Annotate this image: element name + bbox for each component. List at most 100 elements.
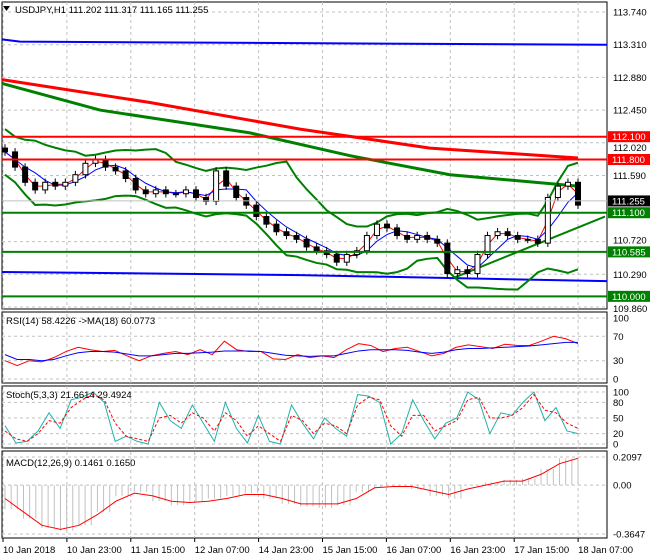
- candle-body: [434, 238, 441, 244]
- level-label: 110.000: [612, 292, 646, 303]
- level-label-bg: [608, 154, 650, 165]
- candle-body: [112, 166, 119, 172]
- y-tick-label: 112.020: [613, 143, 647, 154]
- y-tick-label: -0.3647: [613, 530, 645, 541]
- y-tick-label: 0: [613, 440, 618, 451]
- x-tick-label: 15 Jan 15:00: [323, 545, 378, 556]
- candle-body: [82, 162, 89, 176]
- x-tick-label: 16 Jan 07:00: [386, 545, 441, 556]
- y-tick-label: 100: [613, 314, 629, 325]
- y-tick-label: 112.450: [613, 106, 647, 117]
- ma-slow: [4, 151, 579, 269]
- candle-body: [102, 159, 109, 168]
- ma-green-line: [1, 82, 579, 188]
- level-label-bg: [608, 131, 650, 143]
- candle-body: [162, 189, 169, 195]
- candle-body: [504, 231, 511, 237]
- candle-body: [394, 227, 401, 237]
- symbol-header: USDJPY,H1 111.202 111.317 111.165 111.25…: [15, 5, 208, 16]
- y-tick-label: 80: [613, 398, 624, 409]
- candle-body: [494, 231, 501, 237]
- y-tick-label: 113.740: [613, 8, 647, 19]
- panel-frame: [1, 385, 608, 449]
- candle-body: [514, 235, 521, 240]
- y-tick-label: 50: [613, 414, 624, 425]
- candle-body: [293, 235, 300, 240]
- candle-body: [564, 181, 571, 187]
- candle-body: [193, 189, 199, 199]
- x-tick-label: 12 Jan 07:00: [195, 545, 250, 556]
- y-tick-label: 30: [613, 356, 624, 367]
- level-label: 110.585: [612, 247, 646, 258]
- y-tick-label: 112.880: [613, 73, 647, 84]
- panel-frame: [1, 1, 608, 310]
- candle-body: [474, 254, 481, 275]
- candle-body: [333, 254, 340, 263]
- y-tick-label: 113.310: [613, 40, 647, 51]
- x-tick-label: 14 Jan 23:00: [259, 545, 314, 556]
- candle-body: [42, 181, 49, 191]
- level-label: 111.800: [612, 155, 645, 166]
- candle-body: [404, 235, 411, 240]
- candle-body: [52, 181, 59, 187]
- candle-body: [22, 166, 29, 183]
- level-label-bg: [608, 246, 650, 258]
- candle-body: [132, 178, 139, 191]
- y-tick-label: 110.290: [613, 270, 647, 281]
- level-label: 112.100: [612, 132, 646, 143]
- x-tick-label: 17 Jan 15:00: [514, 545, 569, 556]
- blue-channel-bottom: [1, 271, 608, 283]
- level-label: 111.100: [612, 208, 645, 219]
- y-tick-label: 0: [613, 375, 618, 386]
- y-tick-label: 110.720: [613, 235, 647, 246]
- bollinger-upper: [4, 128, 579, 228]
- level-label-bg: [608, 207, 650, 219]
- candle-body: [303, 238, 310, 248]
- series-signal: [4, 457, 579, 530]
- ma-red-line: [1, 78, 579, 160]
- y-tick-label: 111.590: [613, 171, 646, 182]
- stoch-title: Stoch(5,3,3) 21.6614 29.4924: [6, 390, 132, 401]
- candle-body: [363, 235, 370, 252]
- panel-frame: [1, 311, 608, 384]
- series--k: [4, 391, 579, 445]
- candle-body: [384, 223, 390, 229]
- candle-body: [2, 147, 8, 153]
- y-tick-label: 109.860: [613, 304, 647, 315]
- candle-body: [223, 170, 230, 187]
- x-tick-label: 16 Jan 23:00: [450, 545, 505, 556]
- candle-body: [253, 204, 260, 218]
- macd-title: MACD(12,26,9) 0.1461 0.1650: [6, 458, 135, 469]
- candle-body: [484, 235, 491, 256]
- candle-body: [273, 223, 280, 233]
- y-tick-label: 0.2097: [613, 453, 642, 464]
- candle-body: [444, 242, 451, 275]
- candle-body: [524, 238, 531, 241]
- candle-body: [213, 170, 220, 202]
- dropdown-triangle-icon[interactable]: [3, 6, 10, 11]
- x-tick-label: 11 Jan 15:00: [131, 545, 185, 556]
- candle-body: [414, 235, 421, 240]
- candle-body: [182, 189, 189, 195]
- panel-frame: [1, 450, 608, 539]
- candle-body: [373, 223, 380, 237]
- candle-body: [554, 185, 561, 199]
- candle-body: [263, 216, 270, 225]
- y-tick-label: 20: [613, 429, 624, 440]
- candle-body: [283, 231, 290, 237]
- candle-body: [62, 181, 69, 187]
- rsi-title: RSI(14) 58.4226 ->MA(18) 60.0773: [6, 316, 155, 327]
- candle-body: [454, 269, 461, 275]
- x-tick-label: 10 Jan 23:00: [67, 545, 122, 556]
- candle-body: [172, 193, 179, 196]
- candle-body: [32, 181, 39, 191]
- current-price-bg: [608, 195, 650, 207]
- candle-body: [122, 170, 129, 180]
- candle-body: [313, 246, 320, 252]
- candle-body: [544, 197, 551, 244]
- y-tick-label: 0.00: [613, 481, 632, 492]
- candle-body: [575, 181, 581, 206]
- candle-body: [464, 269, 471, 275]
- bollinger-lower: [4, 173, 579, 291]
